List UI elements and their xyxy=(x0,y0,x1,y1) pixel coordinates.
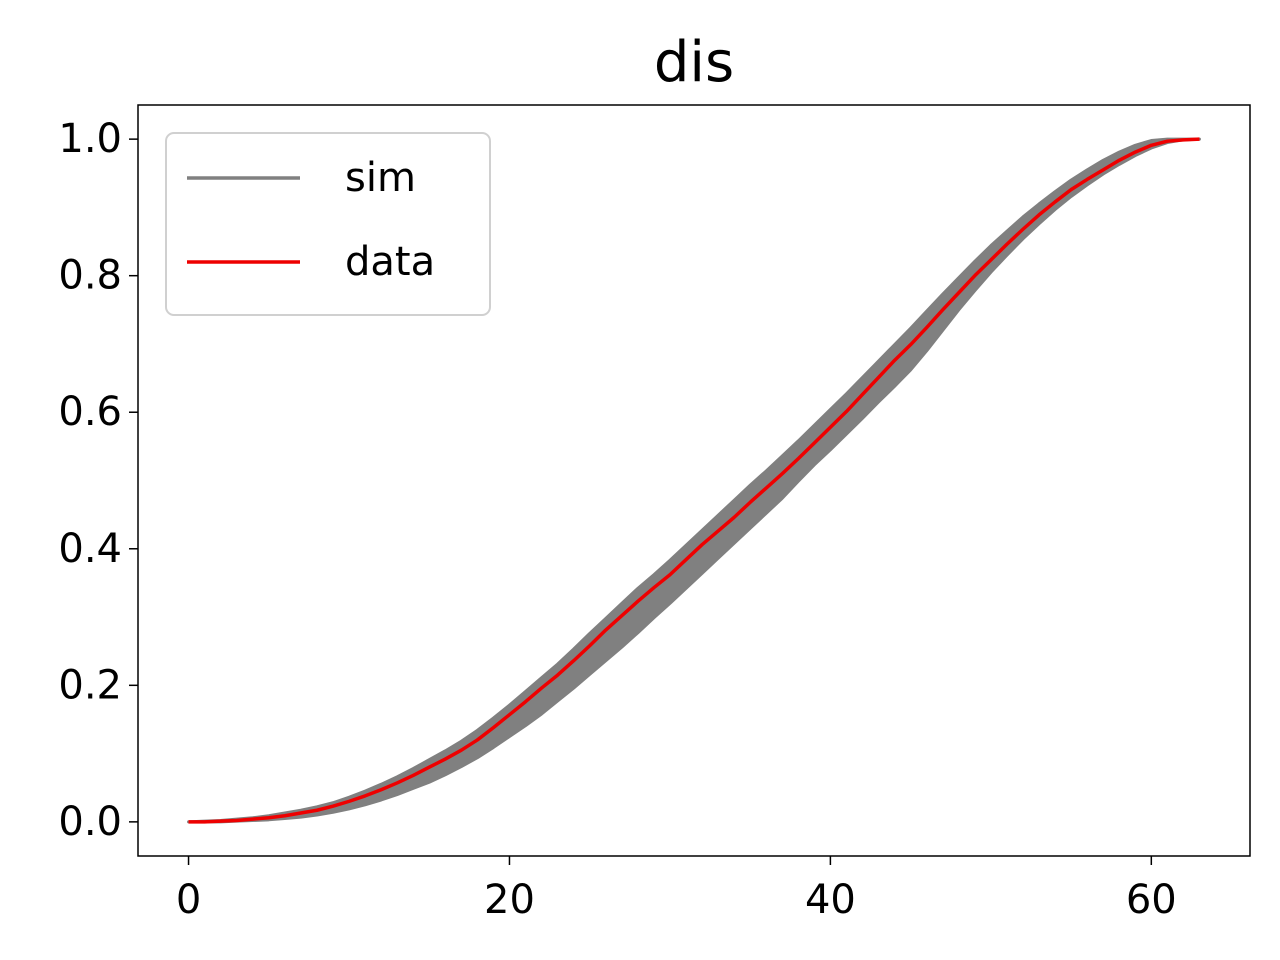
y-tick-label: 0.4 xyxy=(58,526,122,572)
y-tick-label: 0.8 xyxy=(58,253,122,299)
chart-title: dis xyxy=(654,30,734,95)
data-line xyxy=(188,137,1200,824)
legend-box xyxy=(165,132,491,316)
legend-label: sim xyxy=(345,155,416,201)
y-tick-label: 0.2 xyxy=(58,662,122,708)
legend-label: data xyxy=(345,239,435,285)
x-tick-label: 20 xyxy=(484,877,535,923)
y-tick-label: 0.0 xyxy=(58,799,122,845)
plot-frame xyxy=(137,104,1251,857)
y-tick-label: 0.6 xyxy=(58,389,122,435)
x-tick-label: 0 xyxy=(176,877,201,923)
y-tick-label: 1.0 xyxy=(58,116,122,162)
x-tick-label: 60 xyxy=(1126,877,1177,923)
x-tick-label: 40 xyxy=(805,877,856,923)
